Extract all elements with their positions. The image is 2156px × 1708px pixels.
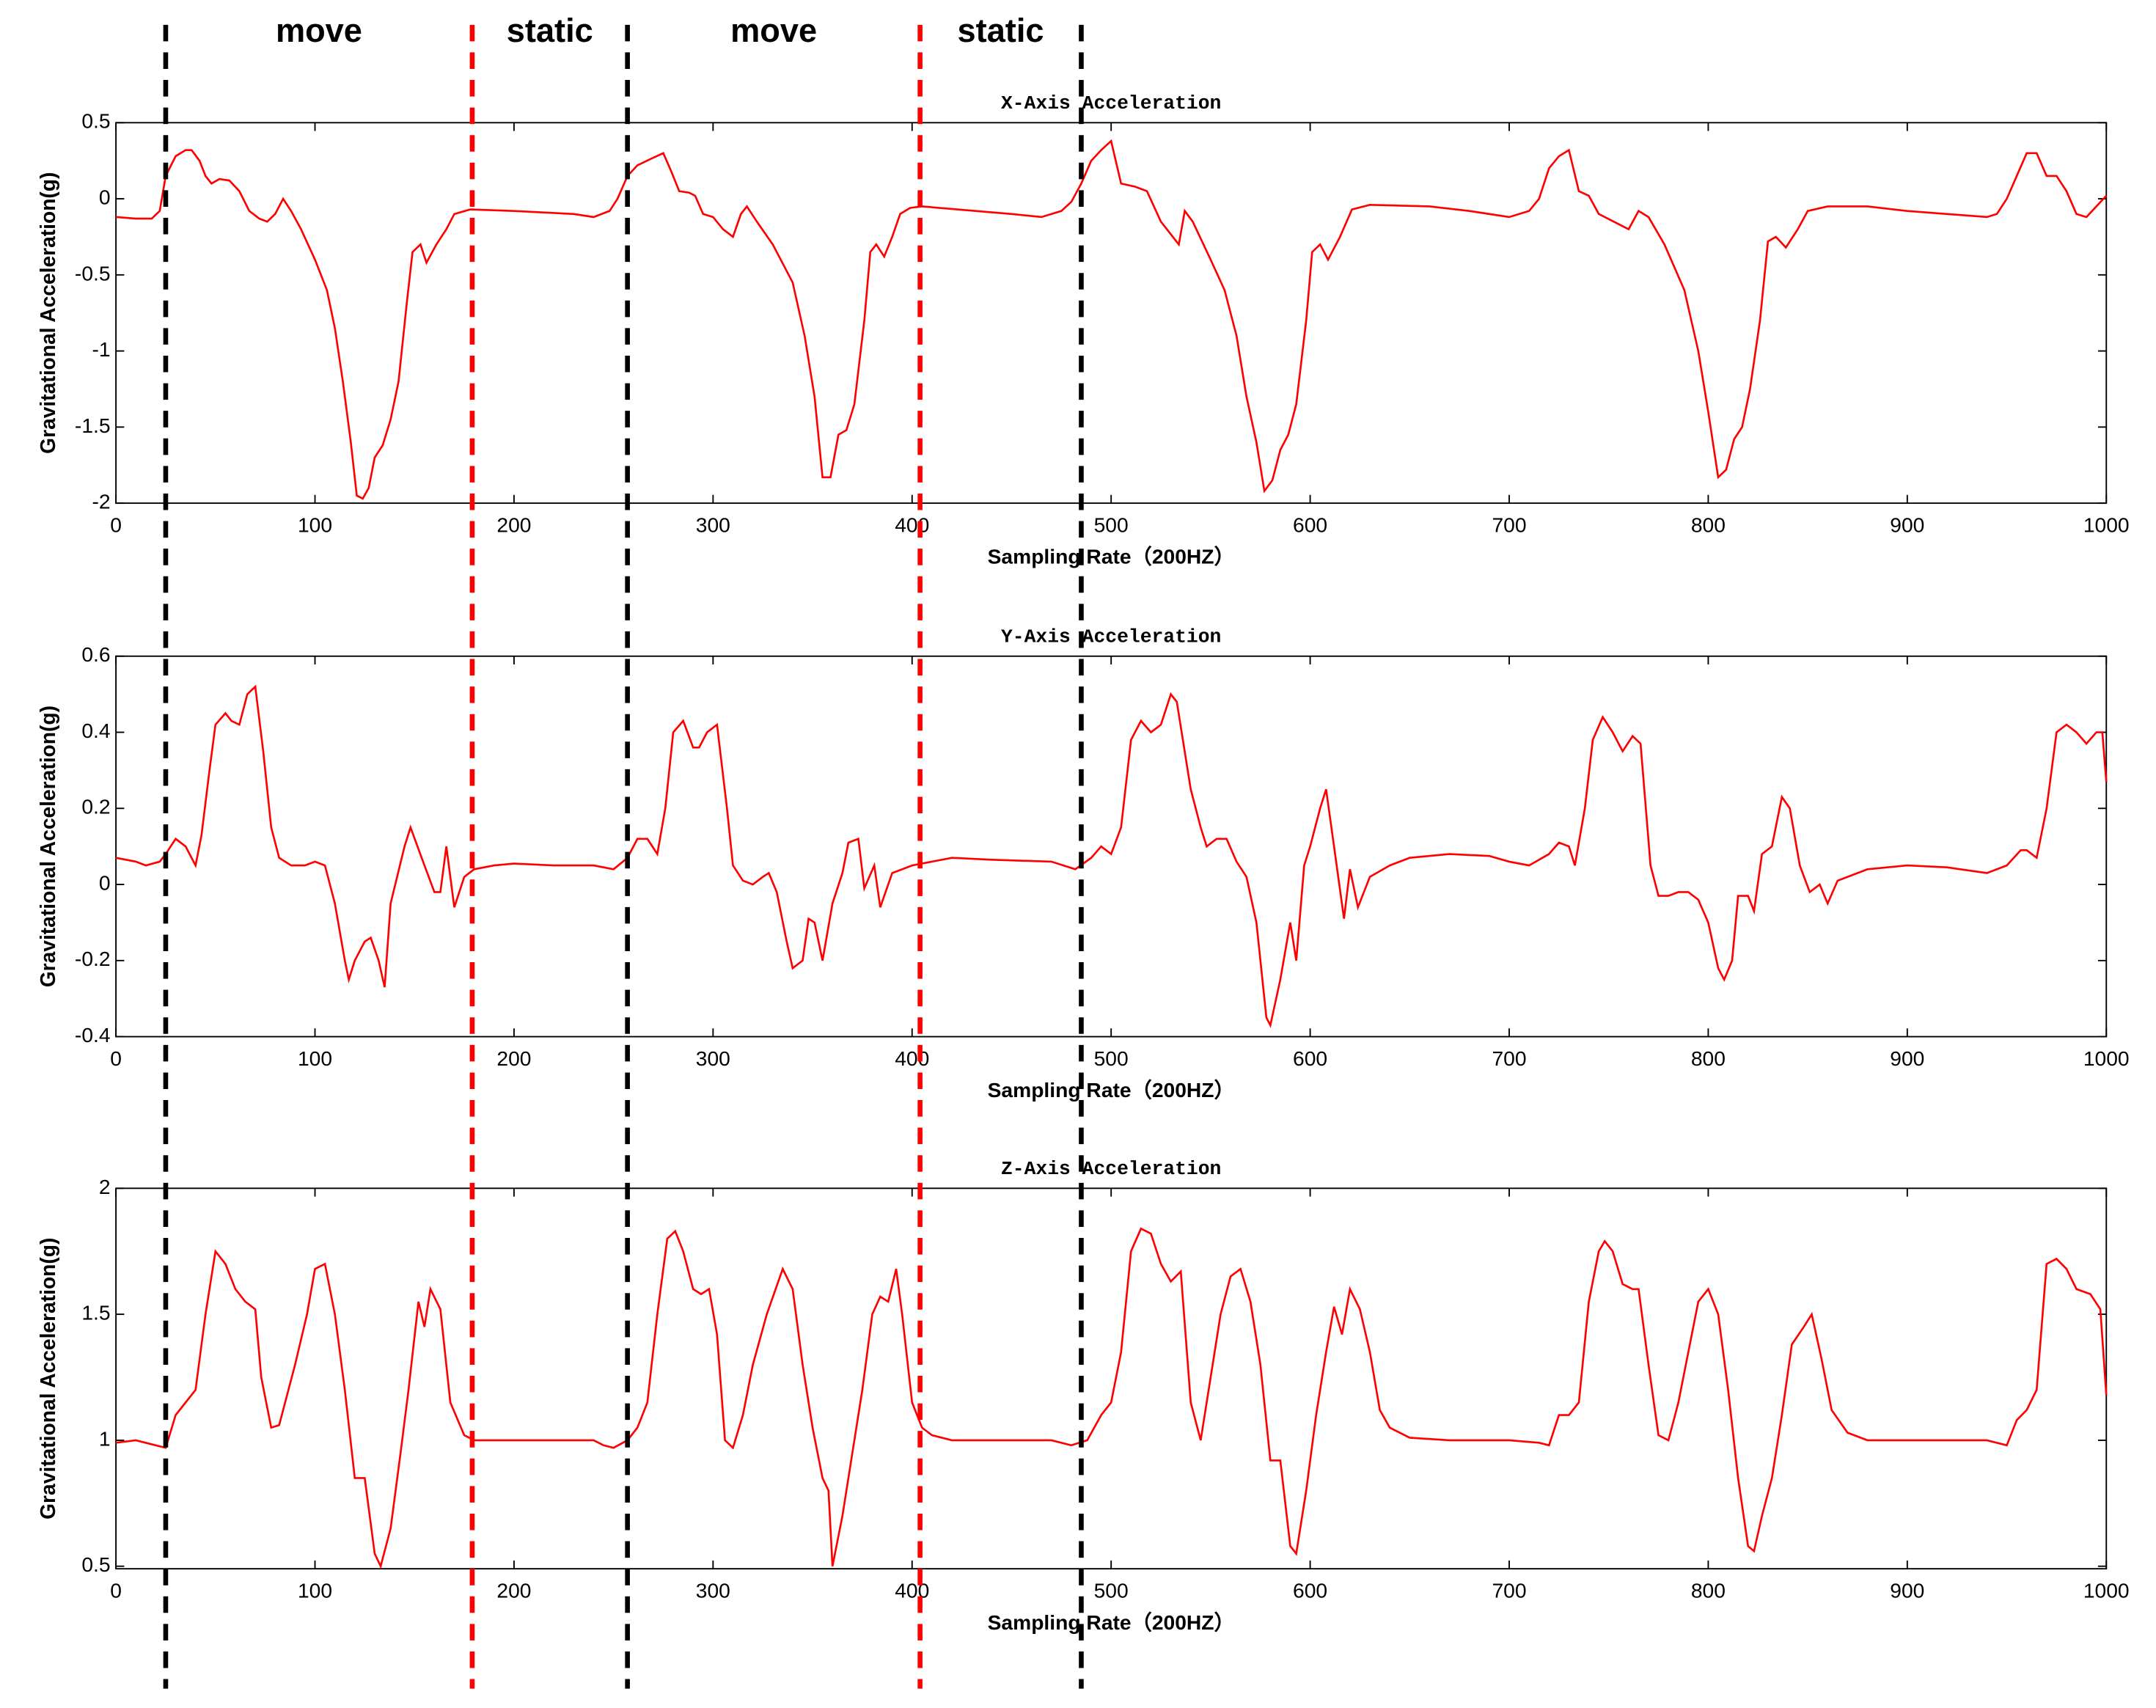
- y-tick-label: 0.5: [81, 109, 110, 133]
- x-tick-label: 600: [1293, 513, 1327, 537]
- x-tick-label: 400: [895, 1047, 929, 1070]
- x-tick-label: 700: [1492, 1047, 1526, 1070]
- x-tick-label: 500: [1094, 513, 1129, 537]
- y-tick-label: -0.5: [75, 261, 111, 285]
- phase-label: move: [730, 12, 817, 49]
- x-tick-label: 100: [298, 1047, 332, 1070]
- axes-box: [115, 122, 2108, 505]
- phase-label: move: [276, 12, 362, 49]
- x-tick-label: 0: [110, 1579, 122, 1602]
- x-tick-label: 300: [696, 513, 730, 537]
- x-tick-label: 600: [1293, 1579, 1327, 1602]
- y-tick-label: -2: [92, 490, 110, 513]
- y-tick-label: 1.5: [81, 1301, 110, 1324]
- x-tick-label: 200: [496, 513, 531, 537]
- x-tick-label: 900: [1890, 1047, 1924, 1070]
- x-tick-label: 400: [895, 513, 929, 537]
- x-tick-label: 900: [1890, 513, 1924, 537]
- y-axis-label: Gravitational Acceleration(g): [36, 1238, 59, 1520]
- chart-title: Z-Axis Acceleration: [1001, 1158, 1221, 1180]
- x-tick-label: 800: [1691, 513, 1726, 537]
- x-axis-label: Sampling Rate（200HZ）: [988, 1078, 1235, 1102]
- x-tick-label: 500: [1094, 1047, 1129, 1070]
- x-axis-label: Sampling Rate（200HZ）: [988, 545, 1235, 568]
- x-tick-label: 0: [110, 513, 122, 537]
- x-tick-label: 0: [110, 1047, 122, 1070]
- y-tick-label: 0.4: [81, 719, 110, 742]
- x-tick-label: 300: [696, 1579, 730, 1602]
- y-tick-label: 0: [99, 871, 111, 895]
- x-tick-label: 100: [298, 1579, 332, 1602]
- y-tick-label: -1: [92, 337, 110, 361]
- axes-box: [115, 655, 2108, 1038]
- y-tick-label: -1.5: [75, 414, 111, 437]
- y-tick-label: 2: [99, 1175, 111, 1198]
- chart-title: X-Axis Acceleration: [1001, 92, 1221, 114]
- y-axis-label: Gravitational Acceleration(g): [36, 172, 59, 454]
- phase-label: static: [507, 12, 593, 49]
- y-axis-label: Gravitational Acceleration(g): [36, 705, 59, 987]
- x-tick-label: 800: [1691, 1579, 1726, 1602]
- chart-title: Y-Axis Acceleration: [1001, 626, 1221, 648]
- x-tick-label: 100: [298, 513, 332, 537]
- x-tick-label: 1000: [2083, 513, 2130, 537]
- data-line: [116, 139, 2108, 500]
- x-tick-label: 1000: [2083, 1047, 2130, 1070]
- x-tick-label: 700: [1492, 513, 1526, 537]
- x-axis-label: Sampling Rate（200HZ）: [988, 1610, 1235, 1634]
- x-tick-label: 400: [895, 1579, 929, 1602]
- y-tick-label: 0.2: [81, 795, 110, 818]
- x-tick-label: 1000: [2083, 1579, 2130, 1602]
- x-tick-label: 600: [1293, 1047, 1327, 1070]
- data-line: [115, 1227, 2108, 1569]
- x-tick-label: 200: [496, 1579, 531, 1602]
- x-tick-label: 300: [696, 1047, 730, 1070]
- y-tick-label: -0.2: [75, 947, 111, 970]
- x-tick-label: 200: [496, 1047, 531, 1070]
- y-tick-label: 0.5: [81, 1553, 110, 1576]
- x-tick-label: 700: [1492, 1579, 1526, 1602]
- y-tick-label: 1: [99, 1426, 111, 1450]
- y-tick-label: 0: [99, 186, 111, 209]
- phase-label: static: [958, 12, 1044, 49]
- axes-box: [115, 1187, 2108, 1570]
- x-tick-label: 800: [1691, 1047, 1726, 1070]
- x-tick-label: 500: [1094, 1579, 1129, 1602]
- y-tick-label: 0.6: [81, 642, 110, 666]
- x-tick-label: 900: [1890, 1579, 1924, 1602]
- y-tick-label: -0.4: [75, 1023, 111, 1047]
- data-line: [115, 684, 2108, 1028]
